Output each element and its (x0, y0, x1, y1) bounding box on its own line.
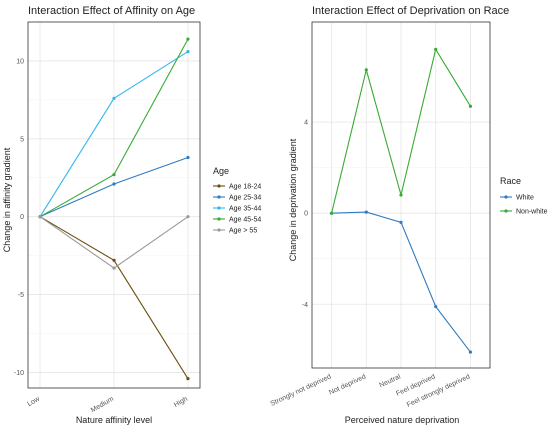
left-legend-label: Age 18-24 (229, 184, 261, 191)
right-y-tick-label: 4 (304, 120, 308, 127)
left-series (38, 37, 190, 381)
left-legend-label: Age 45-54 (229, 217, 261, 224)
left-legend-label: Age 25-34 (229, 195, 261, 202)
left-chart-ylabel: Change in affinity gradient (2, 147, 12, 252)
right-data-point (468, 350, 473, 354)
left-legend-title: Age (213, 166, 229, 176)
right-legend-key-point (504, 195, 508, 199)
left-legend-items: Age 18-24 Age 25-34 Age 35-44 Age 45-54 Age … (213, 184, 261, 235)
right-y-tick-label: 0 (304, 211, 308, 218)
right-chart-ylabel: Change in deprivation gradient (288, 138, 298, 261)
left-data-point (186, 49, 190, 54)
right-data-point (364, 68, 368, 72)
right-data-point (468, 104, 473, 108)
left-y-tick-label: -5 (18, 292, 24, 299)
left-chart: Interaction Effect of Affinity on Age Na… (2, 5, 261, 425)
left-legend-key-point (217, 217, 221, 221)
left-data-point (186, 215, 190, 219)
left-data-point (112, 182, 116, 186)
right-x-tick-label: Feel strongly deprived (406, 373, 471, 408)
left-legend-key-point (217, 206, 221, 210)
right-legend-key-point (504, 209, 508, 213)
left-y-tick-label: 0 (20, 214, 24, 221)
left-data-point (38, 215, 42, 219)
right-legend-items: White Non-white (500, 195, 548, 216)
right-data-point (434, 47, 438, 51)
right-grid (312, 22, 490, 368)
left-data-point (186, 155, 190, 160)
right-data-point (399, 193, 403, 197)
left-x-tick-label: Medium (90, 396, 115, 415)
left-data-point (186, 37, 190, 41)
right-chart: Interaction Effect of Deprivation on Rac… (270, 5, 548, 425)
right-data-point (329, 211, 334, 215)
right-panel-border (311, 21, 491, 369)
left-legend-key-point (217, 184, 221, 188)
left-y-tick-label: 10 (16, 58, 24, 65)
left-panel-border (27, 21, 201, 389)
left-legend-key-point (217, 195, 221, 199)
right-y-tick-label: -4 (302, 302, 308, 309)
left-data-point (112, 96, 116, 100)
left-data-point (186, 377, 190, 381)
left-data-point (112, 266, 116, 270)
left-chart-xlabel: Nature affinity level (76, 415, 152, 425)
left-chart-title: Interaction Effect of Affinity on Age (28, 5, 195, 17)
left-y-tick-label: -10 (14, 370, 24, 377)
right-data-point (364, 210, 368, 214)
left-data-point (112, 258, 116, 262)
right-series (329, 47, 473, 354)
right-data-point (434, 304, 438, 309)
left-grid (28, 22, 200, 388)
right-chart-xlabel: Perceived nature deprivation (345, 415, 460, 425)
right-legend-title: Race (500, 176, 521, 186)
left-data-point (112, 173, 116, 177)
right-legend-label: White (516, 195, 534, 202)
left-x-tick-label: Low (26, 395, 41, 408)
right-x-tick-label: Strongly not deprived (270, 373, 333, 407)
right-legend-label: Non-white (516, 209, 548, 216)
left-legend-key-point (217, 228, 221, 232)
right-x-tick-label: Not deprived (328, 373, 367, 396)
left-legend-label: Age > 55 (229, 228, 257, 235)
left-y-tick-label: 5 (20, 136, 24, 143)
right-legend: Race White Non-white (500, 176, 548, 216)
left-legend: Age Age 18-24 Age 25-34 Age 35-44 Age 45-54… (213, 166, 261, 235)
right-x-tick-label: Neutral (378, 373, 402, 389)
left-x-tick-label: High (173, 396, 189, 409)
right-chart-title: Interaction Effect of Deprivation on Rac… (312, 5, 509, 17)
left-legend-label: Age 35-44 (229, 206, 261, 213)
right-data-point (399, 220, 403, 224)
